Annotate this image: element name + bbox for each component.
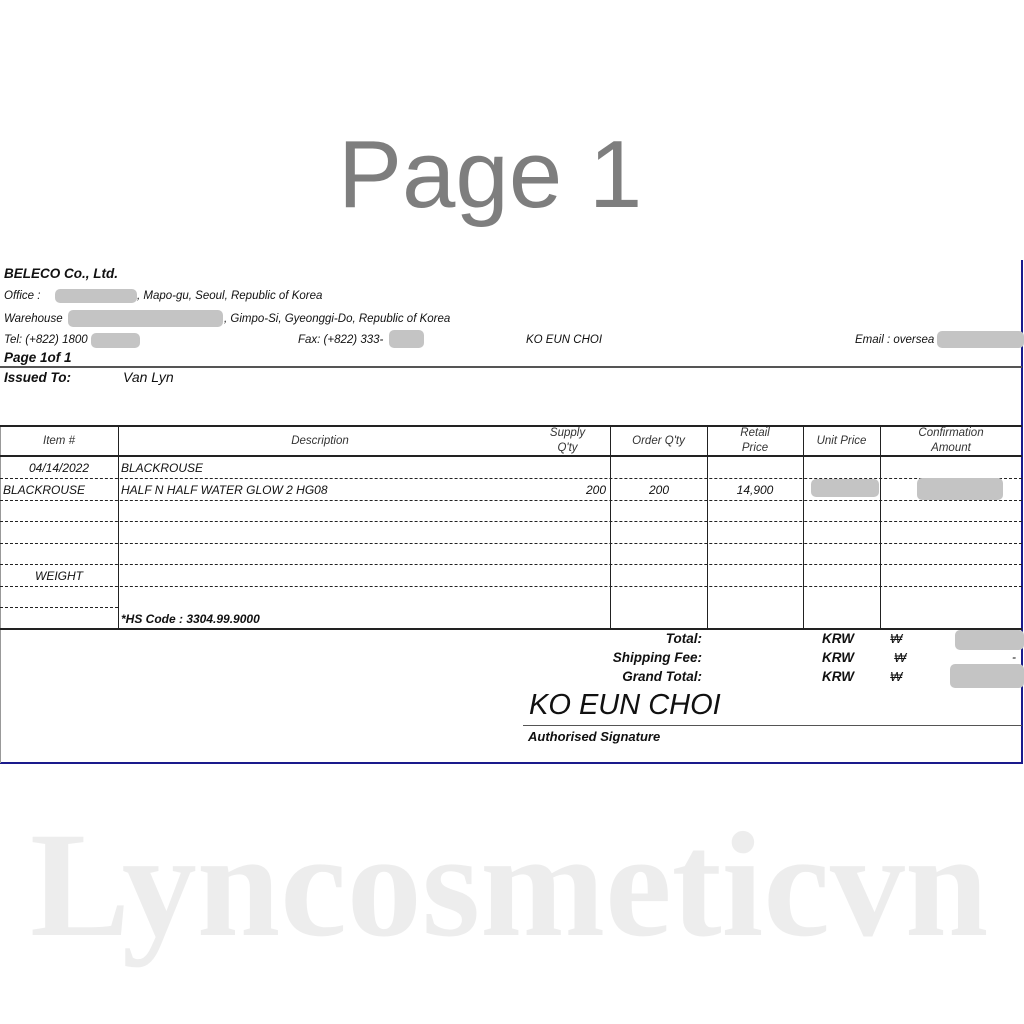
redacted-email (937, 331, 1024, 348)
row-divider (0, 607, 118, 608)
brand-watermark: Lyncosmeticvn (30, 802, 989, 968)
contact-name: KO EUN CHOI (526, 334, 603, 346)
row2-order-qty: 200 (648, 483, 670, 497)
hs-code: *HS Code : 3304.99.9000 (121, 612, 260, 626)
office-prefix: Office : (4, 290, 41, 302)
grand-total-label: Grand Total: (622, 669, 702, 684)
column-divider (803, 426, 804, 629)
row2-retail-price: 14,900 (736, 483, 774, 497)
table-header-bottom (0, 455, 1022, 457)
shipping-symbol: ₩ (894, 650, 907, 665)
row2-item: BLACKROUSE (3, 483, 86, 497)
issued-to-label: Issued To: (4, 370, 72, 385)
email: Email : oversea (855, 334, 935, 346)
total-symbol: ₩ (890, 631, 903, 646)
redacted-grand-total (950, 664, 1024, 688)
grand-total-symbol: ₩ (890, 669, 903, 684)
header-description: Description (291, 435, 349, 447)
signature-line (523, 725, 1022, 726)
header-supply-qty: Supply Q'ty (549, 427, 586, 454)
header-unit-price: Unit Price (816, 435, 867, 447)
row-divider (0, 521, 1022, 522)
table-bottom (0, 628, 1022, 630)
page-label: Page 1of 1 (4, 350, 72, 365)
row2-supply-qty: 200 (585, 483, 606, 497)
warehouse-prefix: Warehouse (4, 313, 63, 325)
page-watermark: Page 1 (338, 121, 643, 228)
warehouse-suffix: , Gimpo-Si, Gyeonggi-Do, Republic of Kor… (224, 313, 451, 325)
left-border (0, 425, 1, 763)
header-item: Item # (43, 435, 75, 447)
row-divider (0, 478, 1022, 479)
redacted-warehouse (68, 310, 223, 327)
grand-total-currency: KRW (822, 669, 854, 684)
header-retail-price: Retail Price (740, 427, 770, 454)
issued-to-value: Van Lyn (123, 369, 174, 385)
signature-name: KO EUN CHOI (529, 689, 721, 721)
office-suffix: , Mapo-gu, Seoul, Republic of Korea (137, 290, 323, 302)
row-divider (0, 586, 1022, 587)
row-divider (0, 543, 1022, 544)
row-divider (0, 564, 1022, 565)
redacted-total (955, 630, 1024, 650)
table-top (0, 425, 1022, 427)
shipping-label: Shipping Fee: (612, 650, 702, 665)
column-divider (610, 426, 611, 629)
row-divider (0, 500, 1022, 501)
row2-description: HALF N HALF WATER GLOW 2 HG08 (121, 483, 328, 497)
row1-item: 04/14/2022 (28, 461, 90, 475)
column-divider (880, 426, 881, 629)
header-order-qty: Order Q'ty (632, 435, 685, 447)
redacted-office (55, 289, 137, 303)
column-divider (118, 426, 119, 629)
redacted-tel (91, 333, 140, 348)
right-border (1021, 260, 1023, 764)
redacted-confirmation-amount (917, 478, 1003, 500)
fax: Fax: (+822) 333- (298, 334, 384, 346)
total-currency: KRW (822, 631, 854, 646)
weight-label: WEIGHT (35, 569, 83, 583)
header-confirmation-amount: Confirmation Amount (918, 427, 984, 454)
row1-description: BLACKROUSE (121, 461, 204, 475)
company-name: BELECO Co., Ltd. (4, 266, 118, 281)
tel: Tel: (+822) 1800 (4, 334, 88, 346)
total-label: Total: (665, 631, 702, 646)
redacted-fax (389, 330, 424, 348)
shipping-currency: KRW (822, 650, 854, 665)
bottom-border (0, 762, 1023, 764)
shipping-value: - (1012, 650, 1016, 664)
redacted-unit-price (811, 479, 879, 497)
signature-label: Authorised Signature (528, 729, 661, 744)
header-divider (0, 366, 1022, 368)
column-divider (707, 426, 708, 629)
